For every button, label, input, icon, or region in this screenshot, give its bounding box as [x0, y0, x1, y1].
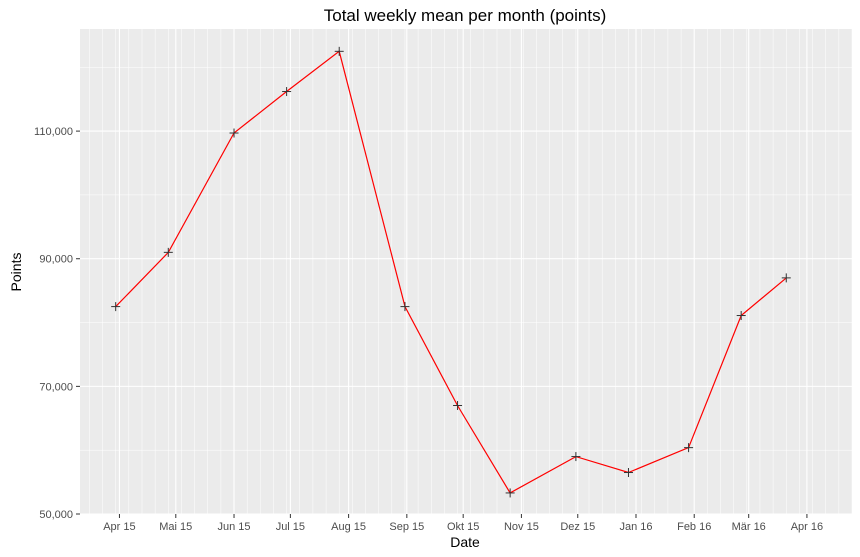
- y-tick-label: 50,000: [39, 509, 73, 521]
- data-point: [781, 273, 791, 283]
- minor-gridlines: [80, 29, 853, 514]
- x-tick-label: Jun 15: [218, 521, 251, 533]
- x-tick-label: Jul 15: [276, 521, 305, 533]
- y-axis-ticks: 50,000 70,000 90,000 110,000: [34, 126, 80, 521]
- x-tick-label: Sep 15: [389, 521, 424, 533]
- data-point: [571, 452, 581, 462]
- data-point: [736, 311, 746, 321]
- x-axis-ticks: Apr 15 Mai 15 Jun 15 Jul 15 Aug 15 Sep 15 Okt …: [103, 514, 823, 533]
- x-tick-label: Apr 15: [103, 521, 135, 533]
- x-axis-title: Date: [450, 534, 480, 550]
- data-point: [334, 46, 344, 56]
- y-tick-label: 110,000: [34, 126, 73, 138]
- y-axis-title: Points: [8, 253, 24, 292]
- x-tick-label: Feb 16: [677, 521, 711, 533]
- data-point: [453, 401, 463, 411]
- x-tick-label: Jan 16: [619, 521, 652, 533]
- markers-group: [111, 46, 791, 498]
- x-tick-label: Mär 16: [732, 521, 766, 533]
- y-tick-label: 90,000: [39, 254, 73, 266]
- plot-panel: [80, 29, 852, 514]
- data-point: [163, 247, 173, 257]
- x-tick-label: Dez 15: [560, 521, 595, 533]
- x-tick-label: Nov 15: [504, 521, 539, 533]
- chart-title: Total weekly mean per month (points): [324, 6, 607, 25]
- data-point: [684, 443, 694, 453]
- data-point: [505, 488, 515, 498]
- y-tick-label: 70,000: [39, 381, 73, 393]
- x-tick-label: Okt 15: [447, 521, 479, 533]
- x-tick-label: Mai 15: [159, 521, 192, 533]
- x-tick-label: Aug 15: [331, 521, 366, 533]
- x-tick-label: Apr 16: [791, 521, 823, 533]
- data-point: [229, 128, 239, 138]
- data-point: [400, 302, 410, 312]
- data-point: [111, 302, 121, 312]
- data-point: [282, 87, 292, 97]
- data-point: [623, 468, 633, 478]
